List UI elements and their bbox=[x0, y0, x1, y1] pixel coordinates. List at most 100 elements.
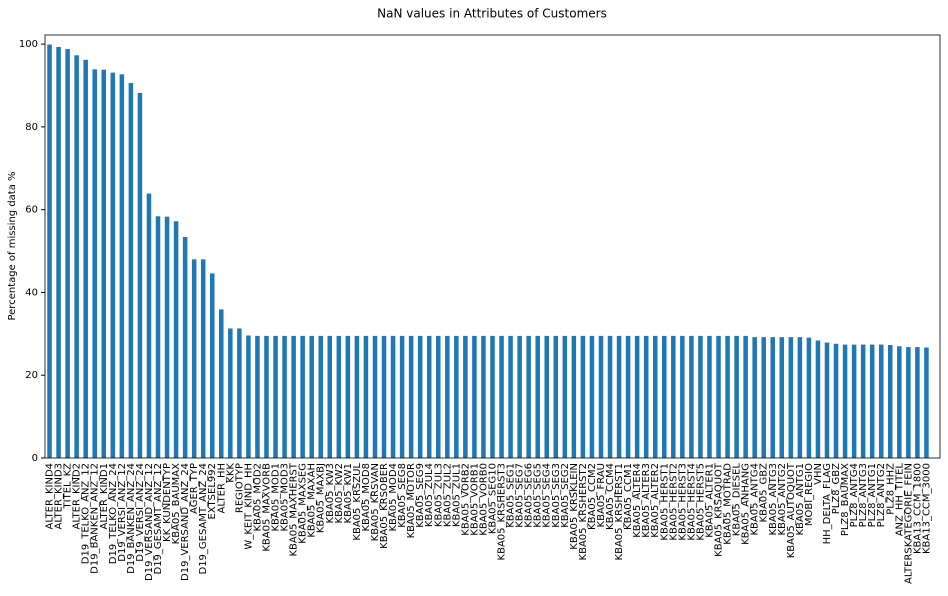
bar bbox=[878, 344, 884, 458]
bar bbox=[92, 69, 97, 459]
x-tick-label: D19_VERSI_ANZ_24 bbox=[135, 463, 146, 562]
x-tick-label: KBA05_SEG9 bbox=[415, 463, 426, 528]
x-tick-label: KBA05_ANTG2 bbox=[777, 463, 788, 536]
bar bbox=[463, 335, 468, 458]
x-tick-label: KBA05_SEG5 bbox=[533, 463, 544, 528]
x-tick-label: KKK bbox=[225, 463, 236, 483]
bar bbox=[499, 335, 504, 458]
bar bbox=[680, 335, 685, 458]
x-tick-label: KBA05_KRSZUL bbox=[352, 463, 363, 541]
x-tick-label: D19_VERSI_ANZ_12 bbox=[117, 463, 128, 562]
x-tick-label: KBA05_ALTER4 bbox=[632, 463, 643, 538]
bar bbox=[652, 335, 658, 458]
bar bbox=[110, 72, 116, 459]
x-tick-label: KBA05_VORB2 bbox=[460, 463, 471, 536]
bar bbox=[571, 335, 577, 458]
bar bbox=[716, 335, 721, 458]
x-tick-label: KBA05_MAXBJ bbox=[316, 463, 327, 533]
bar bbox=[761, 337, 766, 458]
bar bbox=[65, 49, 70, 458]
x-tick-label: KBA05_MOTRAD bbox=[723, 463, 734, 545]
y-tick-label: 0 bbox=[32, 453, 38, 464]
x-tick-label: KBA05_MOTOR bbox=[406, 463, 417, 538]
x-tick-label: KBA05_SEG8 bbox=[397, 463, 408, 528]
bar bbox=[300, 335, 305, 458]
x-tick-label: KBA13_CCM_3000 bbox=[921, 463, 932, 554]
x-tick-label: KBA05_KRSHERST3 bbox=[497, 463, 508, 560]
x-tick-label: MOBI_REGIO bbox=[804, 463, 815, 526]
x-tick-label: KBA05_MAXVORB bbox=[261, 463, 272, 552]
x-tick-label: KBA05_SEG6 bbox=[524, 463, 535, 528]
x-tick-label: KBA05_MOD3 bbox=[280, 463, 291, 532]
x-tick-label: KBA05_KRSOBER bbox=[379, 463, 390, 549]
x-tick-label: D19_VERSAND_ANZ_12 bbox=[144, 463, 155, 581]
bar bbox=[779, 337, 785, 458]
y-axis-label: Percentage of missing data % bbox=[7, 171, 18, 320]
plot-frame bbox=[44, 34, 941, 459]
x-tick-label: KBA05_SEG3 bbox=[551, 463, 562, 528]
x-tick-label: KBA05_VORB1 bbox=[469, 463, 480, 536]
x-tick-label: D19_TELKO_ANZ_12 bbox=[81, 463, 92, 564]
bar bbox=[598, 335, 604, 458]
bar bbox=[562, 335, 568, 458]
bar bbox=[282, 335, 287, 458]
bar bbox=[707, 335, 712, 458]
x-tick-label: D19_GESAMT_ANZ_12 bbox=[153, 463, 164, 575]
bar bbox=[191, 259, 197, 458]
x-tick-label: KK_KUNDENTYP bbox=[162, 463, 173, 542]
x-tick-label: KBA05_MOD4 bbox=[388, 463, 399, 532]
chart-title: NaN values in Attributes of Customers bbox=[377, 7, 607, 21]
x-tick-label: KBA05_MAXAH bbox=[307, 463, 318, 538]
bar bbox=[454, 335, 459, 458]
x-tick-label: KBA05_BAUMAX bbox=[171, 463, 182, 544]
bar bbox=[119, 74, 125, 459]
bar bbox=[616, 335, 622, 458]
bar bbox=[833, 343, 839, 458]
bar bbox=[47, 44, 52, 459]
x-tick-label: KBA05_ALTER1 bbox=[704, 463, 715, 538]
bar bbox=[481, 335, 486, 458]
bar bbox=[390, 335, 396, 458]
bar bbox=[643, 335, 649, 458]
x-tick-label: PLZ8_ANTG1 bbox=[867, 463, 878, 527]
x-tick-label: ALTERSKATEGORIE_FEIN bbox=[903, 463, 914, 584]
y-tick-label: 60 bbox=[25, 205, 38, 216]
y-tick-label: 100 bbox=[19, 39, 38, 50]
x-tick-label: KBA05_MAXSEG bbox=[298, 463, 309, 544]
bar bbox=[553, 335, 559, 458]
bar bbox=[372, 335, 378, 458]
bar bbox=[888, 345, 893, 458]
x-tick-label: KBA05_CCM1 bbox=[623, 463, 634, 530]
bar bbox=[137, 92, 143, 459]
bar bbox=[255, 335, 260, 458]
x-tick-label: KBA05_ANHANG bbox=[741, 463, 752, 545]
bar bbox=[74, 55, 79, 458]
x-tick-label: PLZ8_ANTG2 bbox=[876, 463, 887, 527]
bar bbox=[345, 335, 351, 458]
bar bbox=[200, 259, 206, 458]
x-tick-label: KBA05_KRSAQUOT bbox=[714, 462, 725, 557]
bar bbox=[625, 335, 631, 458]
bar bbox=[725, 335, 730, 458]
bar bbox=[698, 335, 703, 458]
x-tick-label: KBA05_SEG7 bbox=[515, 463, 526, 528]
bar bbox=[906, 347, 911, 458]
bar bbox=[815, 340, 821, 458]
x-tick-label: KBA05_ZUL4 bbox=[424, 463, 435, 527]
x-tick-label: KBA05_KW3 bbox=[325, 463, 336, 523]
bar bbox=[291, 335, 296, 458]
x-tick-label: KBA05_ALTER2 bbox=[650, 463, 661, 538]
bar bbox=[770, 337, 776, 458]
x-tick-label: KBA05_DIESEL bbox=[732, 463, 743, 537]
x-tick-label: D19_VERSAND_ANZ_24 bbox=[180, 463, 191, 581]
x-tick-label: PLZ8_ANTG4 bbox=[849, 463, 860, 527]
x-tick-label: D19_GESAMT_ANZ_24 bbox=[198, 463, 209, 575]
x-tick-label: KBA05_VORB0 bbox=[478, 463, 489, 536]
bar bbox=[164, 216, 170, 458]
x-tick-label: KBA05_SEG4 bbox=[542, 463, 553, 528]
bar bbox=[924, 347, 929, 458]
bar bbox=[743, 335, 748, 458]
bar bbox=[435, 335, 441, 458]
bar bbox=[734, 335, 739, 458]
